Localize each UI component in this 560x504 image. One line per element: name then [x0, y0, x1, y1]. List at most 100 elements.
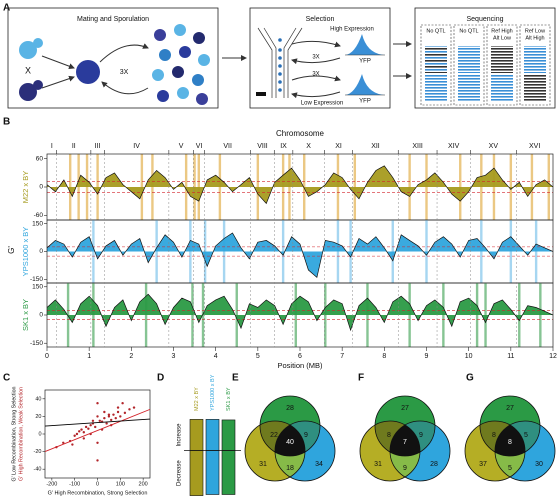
- venn-count: 8: [492, 432, 496, 439]
- y-tick-label: 0: [39, 248, 43, 255]
- cross-label: X: [25, 65, 31, 75]
- cell: [157, 90, 169, 102]
- series-label: Increase: [177, 423, 183, 447]
- y-tick-label: -20: [34, 449, 42, 455]
- bar: [205, 450, 220, 495]
- chromosome-label: XIII: [412, 143, 423, 150]
- x-tick-label: 1: [87, 353, 91, 360]
- histogram: [345, 34, 385, 55]
- y-tick-label: -150: [30, 276, 43, 283]
- chromosome-label: I: [51, 143, 53, 150]
- point: [96, 402, 99, 405]
- point: [75, 432, 79, 436]
- cell: [19, 41, 37, 59]
- point: [105, 422, 108, 425]
- point: [103, 416, 106, 420]
- fit-line: [44, 408, 151, 453]
- y-tick-label: 150: [32, 283, 43, 290]
- x-tick-label: 0: [45, 353, 49, 360]
- point: [96, 415, 99, 418]
- cell: [177, 87, 189, 99]
- venn-center-group: [275, 421, 305, 456]
- venn-count: 40: [286, 439, 294, 446]
- x-tick-label: 10: [465, 353, 473, 360]
- reads: [425, 75, 447, 102]
- chromosome-label: IV: [133, 143, 140, 150]
- venn-outline: [464, 420, 526, 482]
- cell: [193, 32, 205, 44]
- chromosome-label: V: [179, 143, 184, 150]
- chromosome-label: XIV: [448, 143, 460, 150]
- point: [109, 418, 113, 422]
- column-box: [486, 24, 518, 106]
- chromosome-label: VI: [196, 143, 203, 150]
- panel-label: G: [466, 373, 474, 384]
- x-tick-label: 0: [96, 481, 99, 487]
- arrow: [101, 81, 149, 95]
- panel-label: E: [232, 373, 239, 384]
- rounds-label: 3X: [312, 55, 319, 61]
- x-tick-label: -200: [46, 481, 57, 487]
- point: [71, 443, 74, 446]
- venn-count: 34: [315, 461, 323, 468]
- reads: [458, 46, 480, 73]
- y-tick-label: 0: [39, 184, 43, 191]
- droplet: [278, 72, 282, 76]
- point: [80, 428, 83, 431]
- chromosome-label: VII: [223, 143, 232, 150]
- venn-count: 18: [286, 465, 294, 472]
- point: [132, 406, 136, 409]
- point: [62, 441, 65, 444]
- chromosome-label: VIII: [257, 143, 268, 150]
- x-tick-label: 12: [549, 353, 557, 360]
- droplet: [278, 80, 282, 84]
- reads: [491, 75, 513, 102]
- chromosome-label: II: [72, 143, 76, 150]
- point: [128, 408, 131, 411]
- chromosome-label: XVI: [529, 143, 540, 150]
- rounds-label: 3X: [120, 69, 129, 76]
- arrow: [99, 43, 149, 63]
- x-tick-label: 2: [129, 353, 133, 360]
- point: [82, 431, 86, 434]
- x-axis-label: Position (MB): [277, 361, 323, 370]
- rounds-label: 3X: [312, 72, 319, 78]
- droplet: [278, 48, 282, 52]
- panel-label: A: [3, 3, 10, 14]
- venn-center: [495, 421, 525, 456]
- laser: [256, 92, 266, 96]
- axis-label: YFP: [359, 99, 371, 105]
- y-tick-label: 150: [32, 220, 43, 227]
- cell: [172, 66, 184, 78]
- panel-box: [414, 7, 556, 109]
- venn-count: 8: [508, 439, 512, 446]
- point: [73, 434, 76, 437]
- arrow: [291, 91, 341, 99]
- droplet: [278, 88, 282, 92]
- x-tick-label: 4: [214, 353, 218, 360]
- point: [94, 425, 97, 429]
- point: [107, 415, 111, 418]
- category-label: YPS1000 x BY: [210, 374, 216, 411]
- venn-count: 5: [524, 432, 528, 439]
- spores: [152, 24, 210, 105]
- chromosome-label: III: [95, 143, 101, 150]
- venn-outline: [359, 420, 421, 482]
- cell: [198, 54, 210, 66]
- x-tick-label: 100: [116, 481, 125, 487]
- chart-title: Chromosome: [276, 129, 325, 138]
- bar: [205, 419, 220, 451]
- x-tick-label: 200: [139, 481, 148, 487]
- trace: [46, 293, 554, 332]
- point: [78, 430, 81, 433]
- venn-count: 9: [419, 432, 423, 439]
- sorter: [257, 27, 303, 98]
- y-tick-label: -60: [34, 212, 44, 219]
- cell: [179, 46, 191, 58]
- point: [89, 424, 92, 427]
- panel-label: D: [157, 373, 164, 384]
- reads: [425, 46, 447, 73]
- venn-center: [275, 421, 305, 456]
- x-tick-label: 6: [298, 353, 302, 360]
